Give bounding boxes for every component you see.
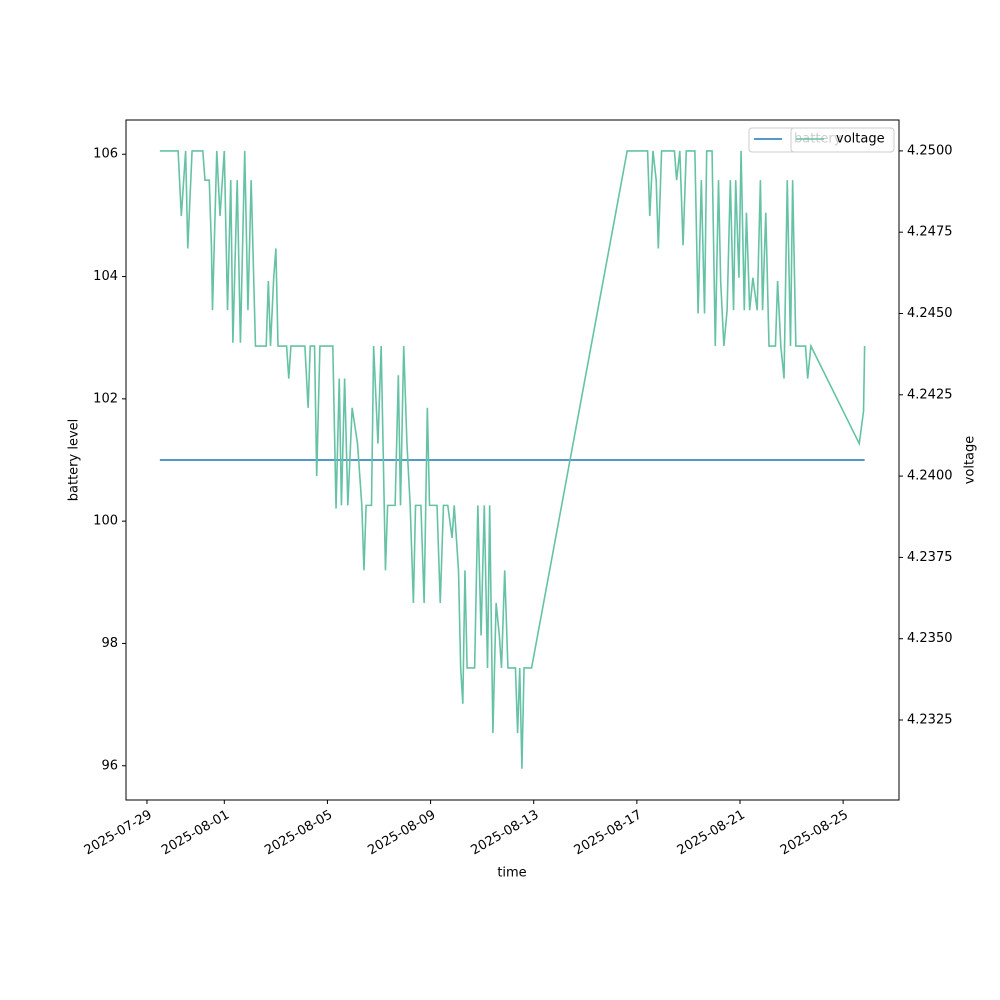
y-tick-label: 102 <box>93 391 118 406</box>
y2-tick-label: 4.2325 <box>907 713 953 728</box>
series-line <box>159 150 866 769</box>
x-tick-label: 2025-08-09 <box>365 808 438 859</box>
x-tick-label: 2025-08-25 <box>778 808 851 859</box>
y2-tick-label: 4.2475 <box>907 225 953 240</box>
x-tick-label: 2025-08-17 <box>572 808 645 859</box>
y2-tick-label: 4.2375 <box>907 550 953 565</box>
y-tick-label: 104 <box>93 269 118 284</box>
x-tick-label: 2025-08-21 <box>675 808 748 859</box>
y-axis-label: battery level <box>67 419 82 502</box>
y2-tick-label: 4.2350 <box>907 631 953 646</box>
y2-tick-label: 4.2500 <box>907 143 953 158</box>
y2-axis-label: voltage <box>963 436 978 485</box>
x-tick-label: 2025-08-01 <box>159 808 232 859</box>
legend-box <box>790 127 895 153</box>
y2-tick-label: 4.2450 <box>907 306 953 321</box>
plot-frame <box>125 119 900 801</box>
legend-label: voltage <box>836 132 885 147</box>
y-tick-label: 98 <box>101 636 118 651</box>
y-tick-label: 100 <box>93 514 118 529</box>
x-tick-label: 2025-07-29 <box>82 808 155 859</box>
x-tick-label: 2025-08-05 <box>262 808 335 859</box>
y-tick-label: 106 <box>93 147 118 162</box>
y-tick-label: 96 <box>101 758 118 773</box>
y2-tick-label: 4.2400 <box>907 469 953 484</box>
x-axis-label: time <box>497 866 526 881</box>
y2-tick-label: 4.2425 <box>907 387 953 402</box>
x-tick-label: 2025-08-13 <box>469 808 542 859</box>
